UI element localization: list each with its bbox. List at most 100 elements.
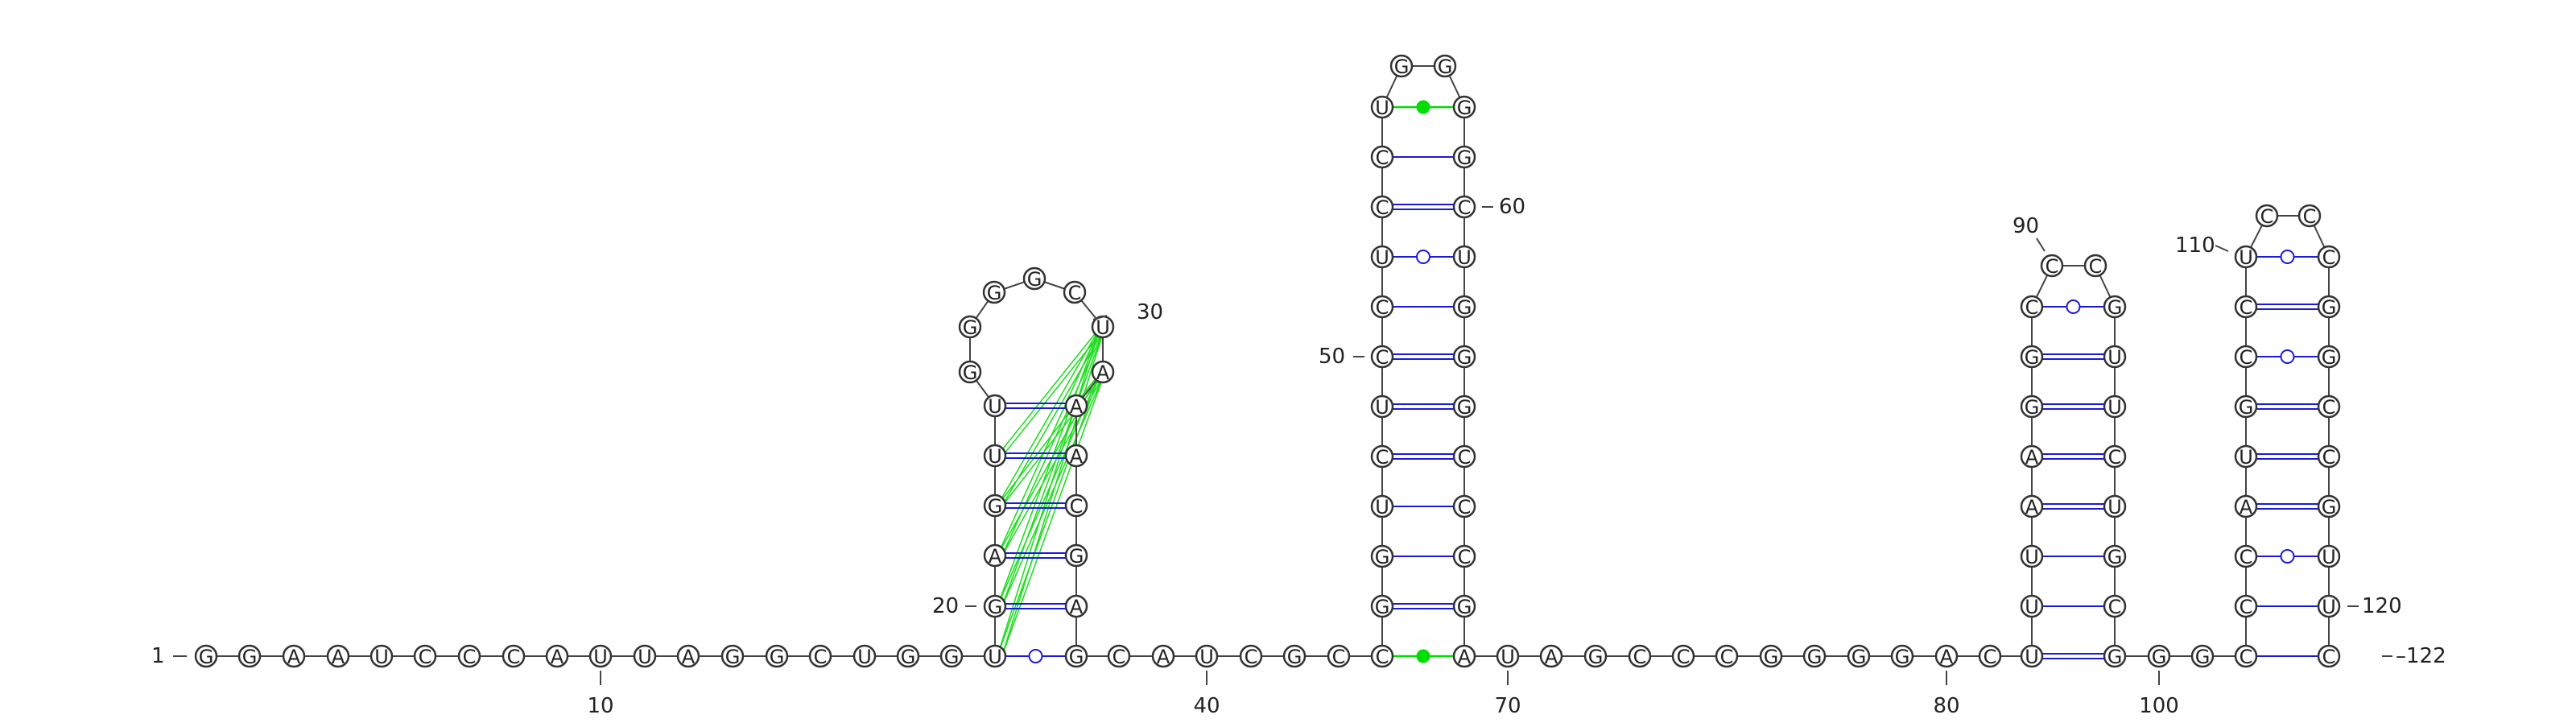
nucleotide-circle	[2020, 345, 2044, 369]
nucleotide-69: A	[1452, 644, 1476, 668]
nucleotide-93: U	[2103, 345, 2127, 369]
nucleotide-circle	[1978, 644, 2002, 668]
nucleotide-letter: G	[725, 646, 741, 668]
nucleotide-circle	[983, 644, 1007, 668]
nucleotide-circle	[1452, 544, 1476, 568]
nucleotide-21: A	[983, 543, 1007, 568]
nucleotide-letter: G	[963, 316, 978, 339]
nucleotide-33: A	[1064, 444, 1088, 468]
nucleotide-letter: C	[2322, 646, 2336, 668]
nucleotide-112: C	[2297, 204, 2322, 228]
pseudoknot-line	[1001, 373, 1105, 508]
nucleotide-letter: U	[857, 646, 872, 668]
pseudoknot-line	[997, 326, 1101, 456]
nucleotide-1: G	[194, 644, 218, 668]
nucleotide-73: C	[1628, 644, 1652, 668]
nucleotide-circle	[633, 644, 657, 668]
nucleotide-circle	[1759, 644, 1783, 668]
nucleotide-70: U	[1496, 644, 1520, 668]
nucleotide-circle	[2103, 295, 2127, 319]
nucleotide-18: G	[939, 644, 964, 668]
nucleotide-letter: C	[1458, 446, 1472, 469]
nucleotide-15: C	[808, 644, 832, 668]
nucleotide-letter: C	[1070, 495, 1084, 518]
nucleotide-circle	[2103, 594, 2127, 618]
pseudoknot-line	[997, 326, 1101, 657]
nucleotide-circle	[1671, 644, 1695, 668]
nucleotide-circle	[1022, 266, 1046, 291]
nucleotide-circle	[2103, 345, 2127, 369]
nucleotide-letter: C	[2240, 646, 2253, 668]
nucleotide-circle	[1327, 644, 1351, 668]
nucleotide-letter: A	[1545, 646, 1558, 668]
nucleotide-53: C	[1370, 195, 1394, 219]
nucleotide-circle	[1091, 360, 1115, 384]
nucleotide-circle	[2040, 254, 2064, 278]
nucleotide-91: C	[2083, 254, 2107, 278]
nucleotide-60: C	[1452, 195, 1476, 219]
nucleotide-68: G	[1452, 594, 1476, 618]
nucleotide-circle	[2103, 494, 2127, 518]
nucleotide-circle	[1064, 594, 1088, 618]
nucleotide-2: G	[237, 644, 262, 668]
highlighted-pair-marker	[1416, 649, 1430, 663]
nucleotide-80: A	[1934, 644, 1959, 668]
nucleotide-circle	[1195, 644, 1219, 668]
nucleotide-letter: C	[1376, 346, 1389, 369]
number-label-110: 110	[2175, 233, 2215, 258]
nucleotide-letter: C	[1376, 147, 1389, 169]
nucleotide-letter: C	[1458, 496, 1472, 518]
nucleotide-circle	[1282, 644, 1307, 668]
nucleotide-circle	[2317, 544, 2341, 568]
nucleotide-52: U	[1370, 245, 1394, 269]
nucleotide-letter: C	[1633, 646, 1647, 668]
nucleotide-66: C	[1452, 494, 1476, 518]
nucleotide-23: U	[983, 444, 1007, 468]
nucleotide-106: U	[2234, 444, 2258, 469]
nucleotide-letter: A	[1458, 646, 1472, 668]
number-label-20: 20	[932, 594, 959, 618]
nucleotide-circle	[1064, 444, 1088, 468]
nucleotide-35: G	[1064, 543, 1088, 568]
nucleotide-letter: C	[2260, 205, 2274, 228]
nucleotide-circle	[1496, 644, 1520, 668]
nucleotide-letter: G	[1394, 56, 1410, 78]
nucleotide-letter: C	[1984, 646, 1997, 668]
nucleotide-4: A	[326, 644, 350, 668]
nucleotide-letter: C	[1376, 196, 1389, 219]
nucleotide-letter: C	[2322, 396, 2336, 419]
nucleotide-letter: G	[2322, 496, 2337, 518]
nucleotide-55: U	[1370, 95, 1394, 119]
nucleotide-circle	[2103, 394, 2127, 419]
nucleotide-letter: C	[814, 646, 828, 668]
nucleotide-22: G	[983, 494, 1007, 518]
nucleotide-circle	[1370, 245, 1394, 269]
nucleotide-83: U	[2020, 594, 2044, 618]
nucleotide-circle	[2190, 644, 2215, 668]
nucleotide-62: G	[1452, 295, 1476, 319]
nucleotide-letter: U	[2025, 596, 2039, 618]
nucleotide-circle	[1890, 644, 1914, 668]
nucleotide-46: G	[1370, 544, 1394, 568]
nucleotide-circle	[1452, 295, 1476, 319]
nucleotide-circle	[2020, 644, 2044, 668]
nucleotide-letter: G	[2107, 646, 2123, 668]
nucleotide-letter: G	[987, 282, 1002, 304]
number-label-90: 90	[2013, 214, 2039, 238]
nucleotide-letter: G	[1852, 646, 1867, 668]
nucleotide-circle	[2234, 295, 2258, 319]
nucleotide-circle	[1107, 644, 1131, 668]
nucleotide-letter: G	[1069, 646, 1084, 668]
nucleotide-circle	[2317, 245, 2341, 269]
number-label-60: 60	[1499, 195, 1525, 219]
nucleotide-circle	[1370, 444, 1394, 469]
nucleotide-circle	[1452, 195, 1476, 219]
nucleotide-84: U	[2020, 544, 2044, 568]
nucleotide-circle	[237, 644, 262, 668]
nucleotide-circle	[2020, 295, 2044, 319]
number-tick	[2036, 238, 2046, 252]
nucleotide-letter: C	[419, 646, 432, 668]
nucleotide-12: A	[676, 644, 700, 668]
nucleotide-letter: G	[2152, 646, 2167, 668]
